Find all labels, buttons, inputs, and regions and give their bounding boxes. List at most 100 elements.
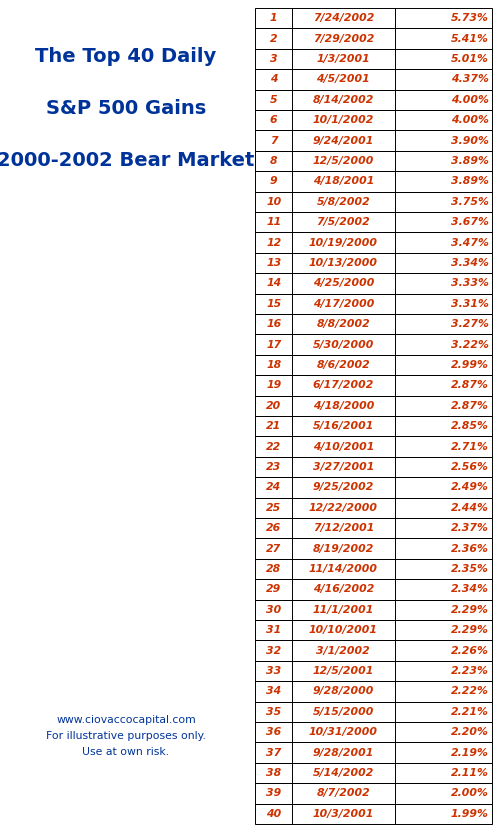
- Text: 2.21%: 2.21%: [451, 707, 489, 717]
- Text: 8/6/2002: 8/6/2002: [317, 360, 370, 370]
- Text: 4.00%: 4.00%: [451, 95, 489, 105]
- Bar: [255, 294, 492, 314]
- Bar: [255, 375, 492, 395]
- Text: 2.85%: 2.85%: [451, 421, 489, 431]
- Text: 8/14/2002: 8/14/2002: [313, 95, 374, 105]
- Text: 9/28/2000: 9/28/2000: [313, 686, 374, 696]
- Bar: [255, 804, 492, 824]
- Text: 40: 40: [266, 809, 281, 819]
- Text: 2.99%: 2.99%: [451, 360, 489, 370]
- Text: 38: 38: [266, 768, 281, 778]
- Text: 2.29%: 2.29%: [451, 625, 489, 635]
- Text: 9: 9: [270, 176, 278, 186]
- Text: 6/17/2002: 6/17/2002: [313, 380, 374, 390]
- Text: 3/27/2001: 3/27/2001: [313, 462, 374, 472]
- Text: 2.71%: 2.71%: [451, 442, 489, 452]
- Bar: [255, 783, 492, 804]
- Text: 9/24/2001: 9/24/2001: [313, 136, 374, 146]
- Text: Use at own risk.: Use at own risk.: [82, 747, 169, 757]
- Bar: [255, 498, 492, 518]
- Text: 7/24/2002: 7/24/2002: [313, 13, 374, 23]
- Bar: [255, 600, 492, 620]
- Text: 4/25/2000: 4/25/2000: [313, 279, 374, 289]
- Text: 39: 39: [266, 789, 281, 799]
- Text: 11/1/2001: 11/1/2001: [313, 605, 374, 615]
- Bar: [255, 416, 492, 437]
- Text: 12/5/2000: 12/5/2000: [313, 156, 374, 166]
- Text: 4/10/2001: 4/10/2001: [313, 442, 374, 452]
- Text: 5: 5: [270, 95, 278, 105]
- Text: 5/15/2000: 5/15/2000: [313, 707, 374, 717]
- Text: 2.36%: 2.36%: [451, 543, 489, 553]
- Text: 5.73%: 5.73%: [451, 13, 489, 23]
- Text: 16: 16: [266, 319, 281, 329]
- Text: 35: 35: [266, 707, 281, 717]
- Text: 2000-2002 Bear Market: 2000-2002 Bear Market: [0, 151, 255, 170]
- Text: 1.99%: 1.99%: [451, 809, 489, 819]
- Text: 5/30/2000: 5/30/2000: [313, 339, 374, 349]
- Text: S&P 500 Gains: S&P 500 Gains: [46, 98, 206, 117]
- Text: 2.37%: 2.37%: [451, 523, 489, 533]
- Text: 5/14/2002: 5/14/2002: [313, 768, 374, 778]
- Bar: [255, 742, 492, 763]
- Text: 19: 19: [266, 380, 281, 390]
- Bar: [255, 437, 492, 457]
- Text: 2.22%: 2.22%: [451, 686, 489, 696]
- Text: 33: 33: [266, 666, 281, 676]
- Text: 11/14/2000: 11/14/2000: [309, 564, 378, 574]
- Text: 2.00%: 2.00%: [451, 789, 489, 799]
- Text: 15: 15: [266, 299, 281, 309]
- Text: 8: 8: [270, 156, 278, 166]
- Bar: [255, 314, 492, 334]
- Bar: [255, 538, 492, 559]
- Text: 3.33%: 3.33%: [451, 279, 489, 289]
- Text: 3.27%: 3.27%: [451, 319, 489, 329]
- Text: 27: 27: [266, 543, 281, 553]
- Text: 3.31%: 3.31%: [451, 299, 489, 309]
- Text: 12/5/2001: 12/5/2001: [313, 666, 374, 676]
- Bar: [255, 701, 492, 722]
- Bar: [255, 518, 492, 538]
- Text: 12: 12: [266, 238, 281, 248]
- Text: 3.67%: 3.67%: [451, 217, 489, 227]
- Bar: [255, 191, 492, 212]
- Text: 4: 4: [270, 74, 278, 84]
- Text: 1: 1: [270, 13, 278, 23]
- Text: 3/1/2002: 3/1/2002: [317, 646, 370, 656]
- Bar: [255, 171, 492, 191]
- Text: 23: 23: [266, 462, 281, 472]
- Text: 2.20%: 2.20%: [451, 727, 489, 737]
- Text: 2.56%: 2.56%: [451, 462, 489, 472]
- Text: The Top 40 Daily: The Top 40 Daily: [36, 47, 216, 66]
- Text: 10/3/2001: 10/3/2001: [313, 809, 374, 819]
- Text: 1/3/2001: 1/3/2001: [317, 54, 370, 64]
- Bar: [255, 90, 492, 110]
- Text: 2.29%: 2.29%: [451, 605, 489, 615]
- Text: 10/31/2000: 10/31/2000: [309, 727, 378, 737]
- Text: 10/1/2002: 10/1/2002: [313, 115, 374, 125]
- Text: 26: 26: [266, 523, 281, 533]
- Bar: [255, 681, 492, 701]
- Text: 2: 2: [270, 33, 278, 43]
- Text: 3.47%: 3.47%: [451, 238, 489, 248]
- Text: 2.49%: 2.49%: [451, 483, 489, 493]
- Text: 28: 28: [266, 564, 281, 574]
- Text: 36: 36: [266, 727, 281, 737]
- Text: www.ciovaccocapital.com: www.ciovaccocapital.com: [56, 715, 196, 725]
- Text: 8/8/2002: 8/8/2002: [317, 319, 370, 329]
- Bar: [255, 151, 492, 171]
- Bar: [255, 334, 492, 354]
- Text: 5/8/2002: 5/8/2002: [317, 197, 370, 207]
- Text: 10/10/2001: 10/10/2001: [309, 625, 378, 635]
- Text: 3.22%: 3.22%: [451, 339, 489, 349]
- Bar: [255, 131, 492, 151]
- Bar: [255, 559, 492, 579]
- Text: 22: 22: [266, 442, 281, 452]
- Bar: [255, 232, 492, 253]
- Text: For illustrative purposes only.: For illustrative purposes only.: [46, 731, 206, 741]
- Bar: [255, 253, 492, 273]
- Text: 4/18/2000: 4/18/2000: [313, 401, 374, 411]
- Text: 5/16/2001: 5/16/2001: [313, 421, 374, 431]
- Bar: [255, 8, 492, 28]
- Text: 2.44%: 2.44%: [451, 503, 489, 513]
